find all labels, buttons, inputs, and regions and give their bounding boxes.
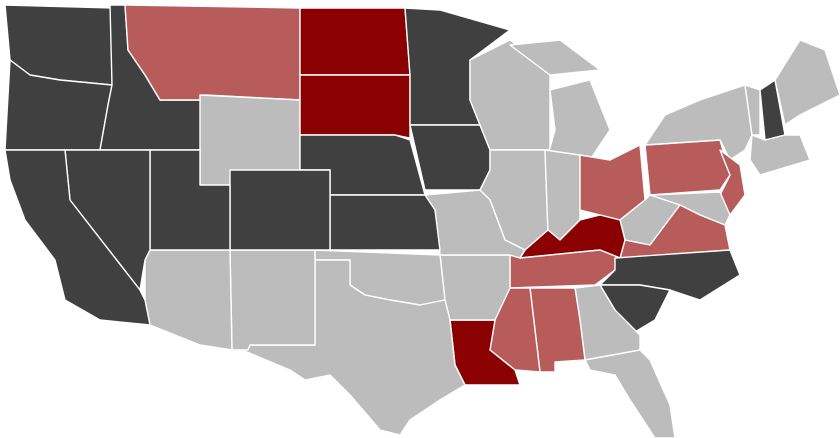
state (299, 74, 411, 139)
state (409, 124, 491, 191)
state (299, 7, 411, 76)
state (329, 194, 441, 251)
state (749, 134, 811, 176)
state (144, 249, 233, 351)
state (229, 259, 466, 436)
state (439, 254, 511, 321)
state (124, 4, 301, 101)
state (584, 349, 676, 438)
state (774, 39, 840, 126)
state (229, 249, 316, 351)
state (4, 149, 151, 326)
state (744, 84, 761, 136)
state (644, 139, 731, 196)
state (529, 287, 586, 373)
state (229, 169, 331, 251)
state (509, 39, 601, 76)
